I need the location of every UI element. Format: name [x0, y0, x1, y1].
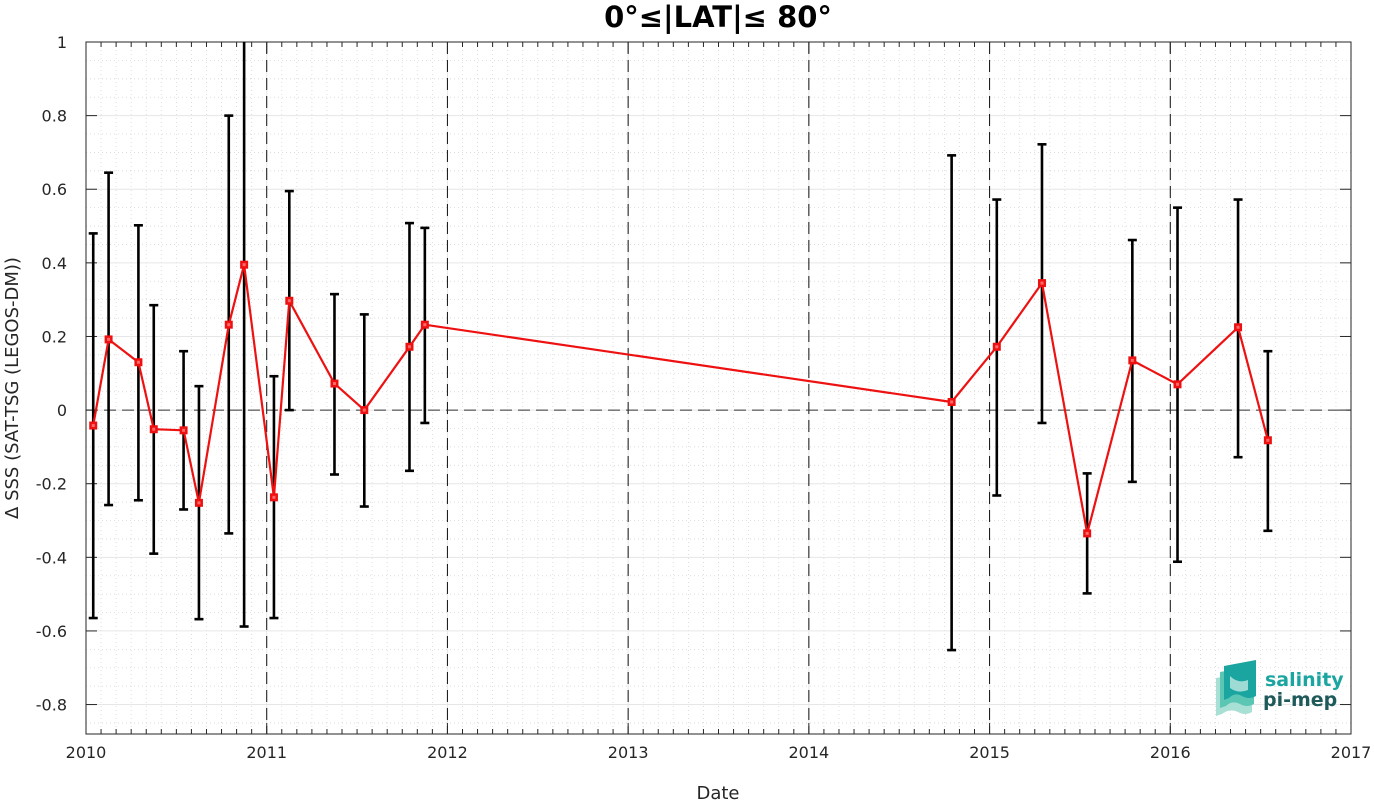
data-point-highlight: [1130, 358, 1134, 362]
y-tick-label: 0.8: [42, 107, 67, 126]
data-point-highlight: [107, 337, 111, 341]
y-tick-label: 1: [57, 33, 67, 52]
series-line: [92, 263, 1269, 535]
data-point-highlight: [332, 382, 336, 386]
series-polyline: [92, 263, 1269, 535]
y-tick-label: -0.2: [36, 475, 67, 494]
x-tick-label: 2014: [788, 743, 829, 762]
y-tick-label: -0.8: [36, 696, 67, 715]
year-boundary-lines: [266, 42, 1171, 734]
x-tick-label: 2010: [66, 743, 107, 762]
data-point-highlight: [91, 424, 95, 428]
data-point-highlight: [1085, 531, 1089, 535]
data-point-highlight: [995, 345, 999, 349]
salinity-pi-mep-logo: salinity pi-mep: [1216, 660, 1344, 716]
chart-title: 0°≤|LAT|≤ 80°: [604, 0, 832, 34]
x-tick-label: 2012: [427, 743, 468, 762]
data-point-highlight: [287, 299, 291, 303]
y-axis-label: Δ SSS (SAT-TSG (LEGOS-DM)): [2, 257, 23, 519]
data-point-highlight: [1236, 325, 1240, 329]
x-tick-label: 2016: [1150, 743, 1191, 762]
data-point-highlight: [1266, 438, 1270, 442]
data-point-highlight: [152, 427, 156, 431]
wave-icon: [1216, 660, 1256, 716]
logo-line-1: salinity: [1265, 669, 1344, 691]
x-tick-label: 2011: [246, 743, 287, 762]
y-tick-label: -0.4: [36, 548, 67, 567]
data-point-highlight: [272, 495, 276, 499]
y-tick-label: 0.4: [42, 254, 67, 273]
data-point-highlight: [136, 360, 140, 364]
data-point-highlight: [423, 323, 427, 327]
x-tick-label: 2013: [608, 743, 649, 762]
y-axis-ticks: -0.8 -0.6 -0.4 -0.2 0 0.2 0.4 0.6 0.8 1: [36, 33, 1351, 715]
minor-grid: [86, 42, 1351, 734]
y-tick-label: 0: [57, 401, 67, 420]
data-point-highlight: [362, 408, 366, 412]
x-axis-label: Date: [696, 783, 739, 801]
y-tick-label: 0.2: [42, 327, 67, 346]
data-point-highlight: [182, 428, 186, 432]
data-point-highlight: [242, 263, 246, 267]
data-point-highlight: [1040, 281, 1044, 285]
data-point-highlight: [950, 400, 954, 404]
data-point-highlight: [1176, 382, 1180, 386]
error-bar: [239, 42, 249, 628]
data-markers: [89, 260, 1272, 538]
logo-line-2: pi-mep: [1263, 689, 1337, 711]
data-point-highlight: [227, 323, 231, 327]
x-tick-label: 2015: [969, 743, 1010, 762]
x-tick-label: 2017: [1331, 743, 1372, 762]
y-tick-label: 0.6: [42, 180, 67, 199]
data-point-highlight: [407, 345, 411, 349]
y-tick-label: -0.6: [36, 622, 67, 641]
data-point-highlight: [197, 501, 201, 505]
x-axis-ticks: 2010 2011 2012 2013 2014 2015 2016 2017: [66, 42, 1372, 762]
